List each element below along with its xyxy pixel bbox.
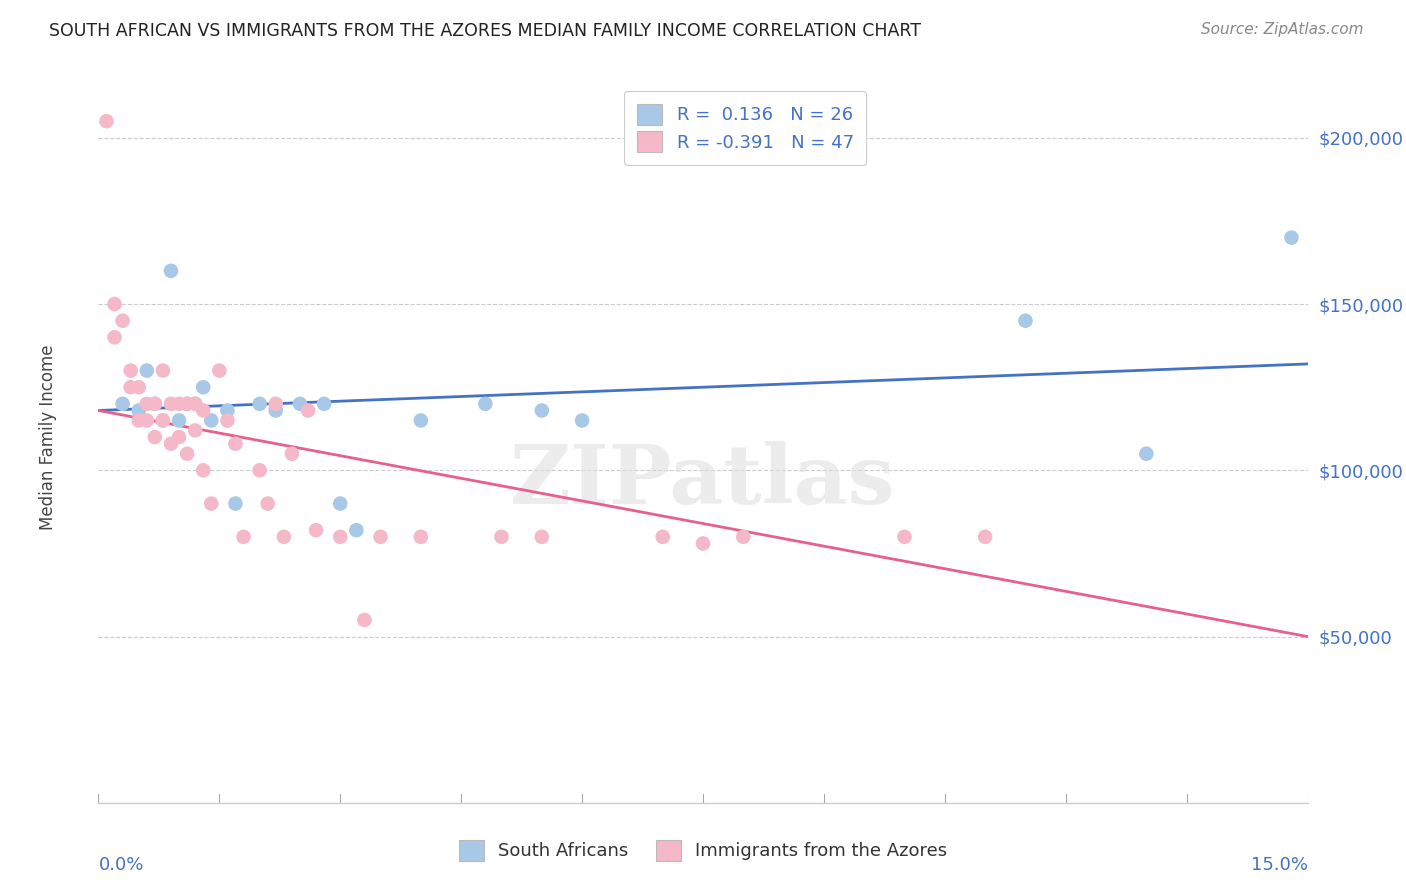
Point bbox=[281, 447, 304, 461]
Point bbox=[135, 397, 157, 411]
Text: SOUTH AFRICAN VS IMMIGRANTS FROM THE AZORES MEDIAN FAMILY INCOME CORRELATION CHA: SOUTH AFRICAN VS IMMIGRANTS FROM THE AZO… bbox=[49, 22, 921, 40]
Point bbox=[273, 530, 295, 544]
Point bbox=[651, 530, 673, 544]
Point bbox=[184, 397, 207, 411]
Point bbox=[208, 363, 231, 377]
Point bbox=[474, 397, 496, 411]
Point bbox=[135, 363, 157, 377]
Point bbox=[128, 403, 150, 417]
Point bbox=[103, 330, 125, 344]
Point bbox=[167, 413, 190, 427]
Point bbox=[329, 497, 352, 511]
Point bbox=[329, 530, 352, 544]
Point bbox=[103, 297, 125, 311]
Point bbox=[224, 497, 246, 511]
Legend: South Africans, Immigrants from the Azores: South Africans, Immigrants from the Azor… bbox=[450, 830, 956, 870]
Point bbox=[143, 430, 166, 444]
Point bbox=[120, 380, 142, 394]
Point bbox=[176, 397, 198, 411]
Point bbox=[530, 530, 553, 544]
Point bbox=[217, 403, 239, 417]
Point bbox=[264, 397, 287, 411]
Point bbox=[1281, 230, 1303, 244]
Point bbox=[297, 403, 319, 417]
Point bbox=[193, 380, 215, 394]
Point bbox=[200, 497, 222, 511]
Point bbox=[305, 523, 328, 537]
Point bbox=[176, 447, 198, 461]
Point bbox=[232, 530, 254, 544]
Point bbox=[193, 403, 215, 417]
Point bbox=[264, 403, 287, 417]
Point bbox=[184, 424, 207, 438]
Point bbox=[353, 613, 375, 627]
Point bbox=[344, 523, 367, 537]
Point bbox=[160, 397, 183, 411]
Point bbox=[152, 363, 174, 377]
Point bbox=[152, 413, 174, 427]
Point bbox=[160, 436, 183, 450]
Point bbox=[143, 397, 166, 411]
Point bbox=[176, 397, 198, 411]
Point bbox=[217, 413, 239, 427]
Point bbox=[128, 380, 150, 394]
Point bbox=[409, 413, 432, 427]
Point bbox=[152, 413, 174, 427]
Point bbox=[249, 463, 271, 477]
Text: 15.0%: 15.0% bbox=[1250, 856, 1308, 874]
Point bbox=[200, 413, 222, 427]
Point bbox=[1014, 314, 1036, 328]
Point bbox=[733, 530, 755, 544]
Point bbox=[128, 413, 150, 427]
Text: ZIPatlas: ZIPatlas bbox=[510, 441, 896, 521]
Point bbox=[571, 413, 593, 427]
Point bbox=[256, 497, 278, 511]
Point bbox=[530, 403, 553, 417]
Point bbox=[167, 397, 190, 411]
Point bbox=[249, 397, 271, 411]
Point bbox=[160, 264, 183, 278]
Point bbox=[184, 397, 207, 411]
Point bbox=[224, 436, 246, 450]
Point bbox=[111, 314, 134, 328]
Point bbox=[370, 530, 392, 544]
Point bbox=[692, 536, 714, 550]
Point bbox=[111, 397, 134, 411]
Point bbox=[1135, 447, 1157, 461]
Text: Median Family Income: Median Family Income bbox=[38, 344, 56, 530]
Text: 0.0%: 0.0% bbox=[98, 856, 143, 874]
Point bbox=[96, 114, 118, 128]
Point bbox=[893, 530, 915, 544]
Point bbox=[491, 530, 513, 544]
Point bbox=[143, 397, 166, 411]
Point bbox=[409, 530, 432, 544]
Point bbox=[314, 397, 336, 411]
Point bbox=[974, 530, 997, 544]
Point bbox=[288, 397, 311, 411]
Legend: R =  0.136   N = 26, R = -0.391   N = 47: R = 0.136 N = 26, R = -0.391 N = 47 bbox=[624, 91, 866, 165]
Point bbox=[120, 363, 142, 377]
Point bbox=[193, 463, 215, 477]
Point bbox=[135, 413, 157, 427]
Point bbox=[167, 430, 190, 444]
Text: Source: ZipAtlas.com: Source: ZipAtlas.com bbox=[1201, 22, 1364, 37]
